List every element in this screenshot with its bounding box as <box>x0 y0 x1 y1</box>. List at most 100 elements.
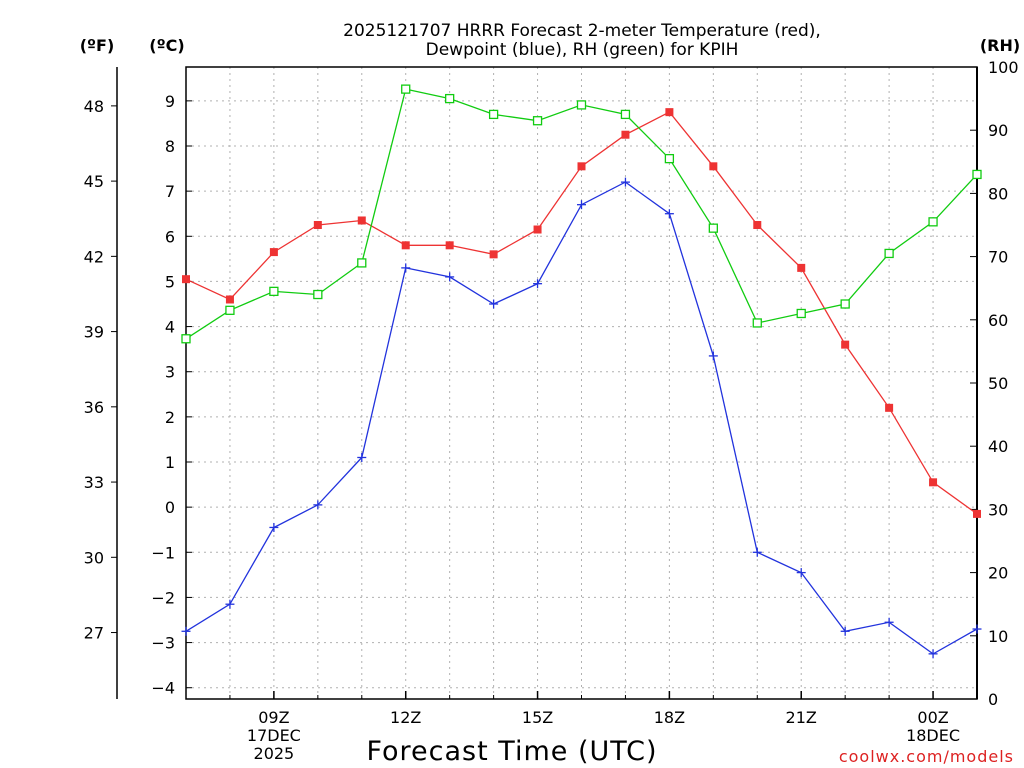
x-axis-title: Forecast Time (UTC) <box>366 736 657 767</box>
x-tick-label: 18DEC <box>906 726 960 745</box>
rh-point <box>708 223 718 233</box>
rh-point <box>181 334 191 344</box>
celsius-tick-label: 0 <box>165 498 175 517</box>
dewpoint-point <box>489 299 499 309</box>
rh-tick-label: 40 <box>988 437 1008 456</box>
dewpoint-point <box>313 500 323 510</box>
rh-tick-label: 50 <box>988 374 1008 393</box>
dewpoint-point <box>664 209 674 219</box>
rh-point <box>620 109 631 120</box>
temperature-point <box>577 162 586 171</box>
celsius-tick-label: 3 <box>165 363 175 382</box>
dewpoint-point <box>708 351 718 361</box>
dewpoint-point <box>225 599 235 609</box>
temperature-point <box>182 275 190 284</box>
temperature-point <box>357 216 366 225</box>
temperature-point <box>841 340 850 349</box>
temperature-point <box>533 225 542 234</box>
celsius-tick-label: 7 <box>165 182 175 201</box>
celsius-tick-label: 8 <box>165 137 175 156</box>
temperature-point <box>445 241 454 250</box>
rh-point <box>488 109 499 120</box>
dewpoint-point <box>401 263 411 273</box>
dewpoint-point <box>752 547 762 557</box>
celsius-tick-label: −1 <box>151 543 175 562</box>
x-tick-label: 18Z <box>654 708 685 727</box>
rh-point <box>401 84 411 94</box>
temperature-point <box>929 478 938 487</box>
rh-series <box>181 84 982 344</box>
fahrenheit-tick-label: 36 <box>84 398 104 417</box>
temperature-point <box>973 509 981 518</box>
dewpoint-series <box>181 177 982 659</box>
rh-point <box>269 286 279 297</box>
x-tick-label: 21Z <box>786 708 817 727</box>
dewpoint-point <box>620 177 630 187</box>
rh-tick-label: 30 <box>988 500 1008 519</box>
rh-tick-label: 80 <box>988 184 1008 203</box>
celsius-tick-label: 1 <box>165 453 175 472</box>
fahrenheit-tick-label: 45 <box>84 172 104 191</box>
fahrenheit-tick-label: 48 <box>84 97 104 116</box>
celsius-tick-label: 6 <box>165 227 175 246</box>
rh-tick-label: 100 <box>988 58 1019 77</box>
x-tick-label: 00Z <box>917 708 948 727</box>
rh-point <box>752 318 762 328</box>
rh-point <box>445 93 455 104</box>
dewpoint-point <box>445 272 455 282</box>
temperature-point <box>753 221 762 229</box>
celsius-tick-label: 9 <box>165 92 175 111</box>
x-tick-label: 09Z <box>258 708 289 727</box>
rh-unit-label: (RH) <box>980 36 1020 55</box>
rh-tick-label: 10 <box>988 627 1008 646</box>
x-tick-label: 15Z <box>522 708 553 727</box>
rh-point <box>796 308 806 319</box>
celsius-tick-label: 4 <box>165 318 175 337</box>
temperature-point <box>489 250 498 259</box>
temperature-point <box>313 221 322 229</box>
rh-tick-label: 0 <box>988 690 998 709</box>
dewpoint-point <box>972 624 982 634</box>
rh-point <box>928 217 938 227</box>
rh-point <box>972 169 982 180</box>
temperature-point <box>665 108 674 117</box>
chart-title-line-2: Dewpoint (blue), RH (green) for KPIH <box>426 40 739 60</box>
x-tick-label: 17DEC <box>247 726 301 745</box>
celsius-tick-label: −3 <box>151 634 175 653</box>
dewpoint-point <box>357 452 367 462</box>
dewpoint-point <box>181 626 191 636</box>
celsius-tick-label: −4 <box>151 679 175 698</box>
rh-point <box>225 305 235 315</box>
fahrenheit-tick-label: 39 <box>84 323 104 342</box>
celsius-unit-label: (ºC) <box>149 36 184 55</box>
dewpoint-point <box>796 568 806 578</box>
temperature-point <box>401 241 410 250</box>
fahrenheit-tick-label: 42 <box>84 247 104 266</box>
dewpoint-point <box>884 617 894 627</box>
temperature-series <box>182 108 981 518</box>
rh-point <box>357 258 367 268</box>
temperature-point <box>709 162 718 171</box>
rh-tick-label: 20 <box>988 564 1008 583</box>
dewpoint-point <box>928 649 938 659</box>
rh-point <box>576 100 587 110</box>
dewpoint-point <box>269 522 279 532</box>
rh-point <box>664 153 675 164</box>
credit-text: coolwx.com/models <box>839 747 1014 766</box>
celsius-tick-label: −2 <box>151 588 175 607</box>
rh-tick-label: 60 <box>988 311 1008 330</box>
chart-title-line-1: 2025121707 HRRR Forecast 2-meter Tempera… <box>343 21 821 41</box>
temperature-point <box>885 403 894 412</box>
temperature-point <box>269 248 278 257</box>
temperature-point <box>621 130 630 139</box>
dewpoint-point <box>840 626 850 636</box>
celsius-tick-label: 5 <box>165 272 175 291</box>
fahrenheit-unit-label: (ºF) <box>80 36 115 55</box>
rh-tick-label: 70 <box>988 248 1008 267</box>
rh-point <box>313 289 323 300</box>
tick-labels: −4−3−2−101234567892730333639424548010203… <box>84 58 1019 763</box>
fahrenheit-tick-label: 27 <box>84 624 104 643</box>
rh-point <box>884 248 894 259</box>
